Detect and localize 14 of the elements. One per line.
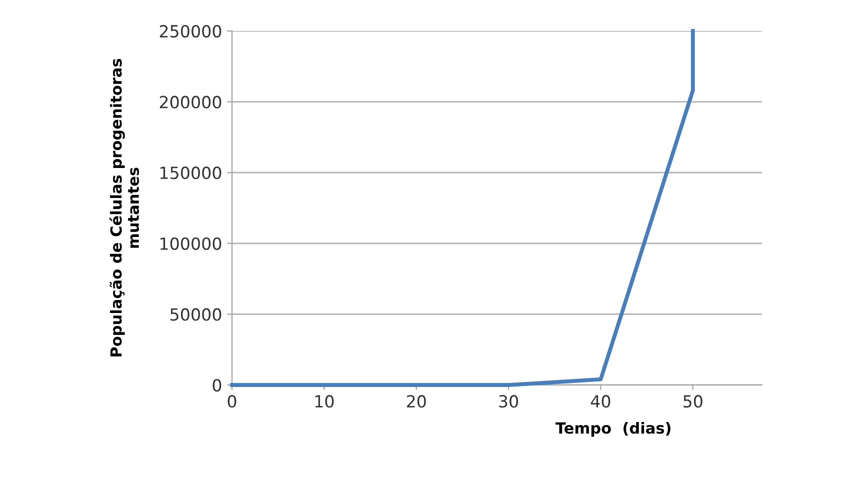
x-tick-label: 20 [406, 395, 426, 408]
y-tick-label: 50000 [170, 308, 222, 321]
y-tick-label: 100000 [160, 237, 222, 250]
y-tick-label: 200000 [160, 96, 222, 108]
y-tick-label: 0 [212, 378, 222, 392]
y-tick-label: 250000 [160, 24, 222, 38]
x-tick-label: 0 [228, 395, 236, 408]
x-tick-label: 10 [315, 395, 334, 408]
y-axis-title: População de Células progenitoras mutantes [109, 58, 140, 356]
x-tick-label: 30 [499, 395, 518, 408]
x-tick-label: 50 [684, 395, 702, 408]
x-tick-label: 40 [590, 395, 610, 408]
y-tick-label: 150000 [160, 166, 222, 180]
x-axis-title: Tempo (dias) [556, 422, 670, 437]
